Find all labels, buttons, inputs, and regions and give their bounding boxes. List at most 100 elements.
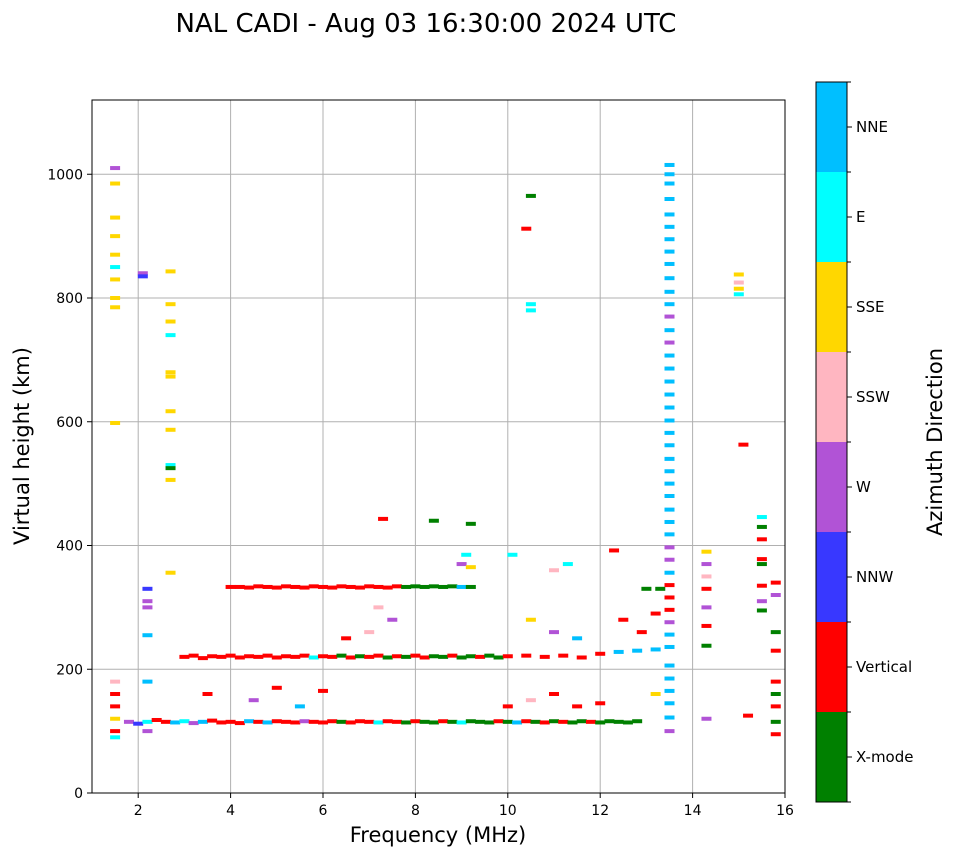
- echo-point: [318, 654, 328, 659]
- echo-point: [142, 599, 153, 604]
- echo-point: [664, 162, 675, 167]
- echo-point: [364, 654, 375, 659]
- echo-point: [345, 584, 356, 589]
- x-tick-label: 12: [591, 803, 609, 819]
- echo-point: [456, 584, 467, 589]
- echo-point: [525, 308, 536, 313]
- echo-point: [664, 430, 675, 435]
- echo-point: [165, 319, 176, 324]
- echo-point: [373, 605, 384, 610]
- echo-point: [410, 584, 421, 589]
- echo-point: [281, 654, 292, 659]
- echo-point: [354, 719, 365, 724]
- echo-point: [525, 193, 536, 198]
- echo-point: [756, 537, 767, 542]
- echo-point: [327, 654, 338, 659]
- echo-point: [262, 653, 273, 658]
- echo-point: [632, 648, 643, 653]
- plot-frame: [91, 99, 786, 794]
- echo-point: [465, 719, 476, 724]
- echo-point: [465, 565, 476, 570]
- echo-point: [438, 719, 449, 724]
- echo-point: [179, 719, 190, 724]
- echo-point: [664, 314, 675, 319]
- echo-point: [373, 653, 384, 658]
- echo-point: [650, 611, 661, 616]
- echo-point: [447, 719, 458, 724]
- echo-point: [299, 653, 310, 658]
- echo-point: [664, 632, 675, 637]
- echo-point: [493, 719, 504, 724]
- echo-point: [318, 720, 328, 725]
- echo-point: [512, 720, 523, 725]
- echo-point: [664, 340, 675, 345]
- colorbar-frame: [815, 81, 848, 803]
- echo-point: [110, 265, 121, 270]
- echo-point: [110, 704, 121, 709]
- echo-point: [428, 584, 439, 589]
- echo-point: [733, 280, 744, 285]
- echo-point: [567, 720, 578, 725]
- echo-point: [521, 719, 532, 724]
- echo-point: [756, 515, 767, 520]
- echo-point: [756, 583, 767, 588]
- echo-point: [641, 586, 652, 591]
- echo-point: [244, 719, 255, 724]
- echo-point: [290, 720, 301, 725]
- echo-point: [207, 654, 218, 659]
- colorbar-segment: [816, 352, 847, 442]
- echo-point: [770, 692, 781, 696]
- echo-point: [179, 654, 190, 659]
- echo-point: [391, 719, 402, 724]
- echo-point: [664, 418, 675, 423]
- echo-point: [142, 719, 153, 724]
- echo-point: [502, 654, 513, 659]
- echo-point: [327, 585, 338, 590]
- chart-title: NAL CADI - Aug 03 16:30:00 2024 UTC: [176, 9, 677, 39]
- echo-point: [345, 720, 356, 725]
- echo-point: [151, 717, 162, 722]
- echo-point: [530, 719, 541, 724]
- echo-point: [165, 570, 176, 575]
- echo-point: [664, 545, 675, 550]
- echo-point: [110, 735, 121, 740]
- echo-point: [664, 557, 675, 562]
- echo-point: [743, 713, 754, 718]
- echo-point: [664, 197, 675, 201]
- echo-point: [216, 654, 227, 659]
- echo-point: [632, 719, 643, 724]
- echo-point: [428, 720, 439, 725]
- echo-point: [110, 215, 121, 220]
- echo-point: [664, 663, 675, 668]
- echo-point: [336, 719, 347, 724]
- echo-point: [262, 720, 273, 725]
- echo-point: [664, 644, 675, 649]
- echo-point: [701, 586, 712, 591]
- echo-point: [613, 649, 624, 654]
- echo-point: [225, 584, 236, 589]
- echo-point: [572, 636, 583, 641]
- echo-point: [225, 653, 236, 658]
- echo-point: [290, 654, 301, 659]
- echo-point: [484, 653, 495, 658]
- echo-point: [664, 595, 675, 600]
- echo-point: [576, 655, 587, 660]
- echo-point: [142, 633, 153, 638]
- y-tick-label: 1000: [47, 167, 83, 183]
- echo-point: [770, 648, 781, 653]
- echo-point: [756, 557, 767, 562]
- echo-point: [253, 654, 264, 659]
- echo-point: [618, 617, 629, 622]
- echo-point: [165, 463, 176, 468]
- echo-point: [664, 701, 675, 706]
- echo-point: [475, 654, 486, 659]
- echo-point: [318, 584, 328, 589]
- echo-point: [701, 574, 712, 579]
- echo-point: [308, 584, 319, 589]
- echo-point: [521, 653, 532, 658]
- echo-point: [636, 630, 647, 635]
- echo-point: [733, 292, 744, 297]
- echo-point: [419, 719, 430, 724]
- echo-point: [234, 655, 245, 660]
- echo-point: [142, 679, 153, 684]
